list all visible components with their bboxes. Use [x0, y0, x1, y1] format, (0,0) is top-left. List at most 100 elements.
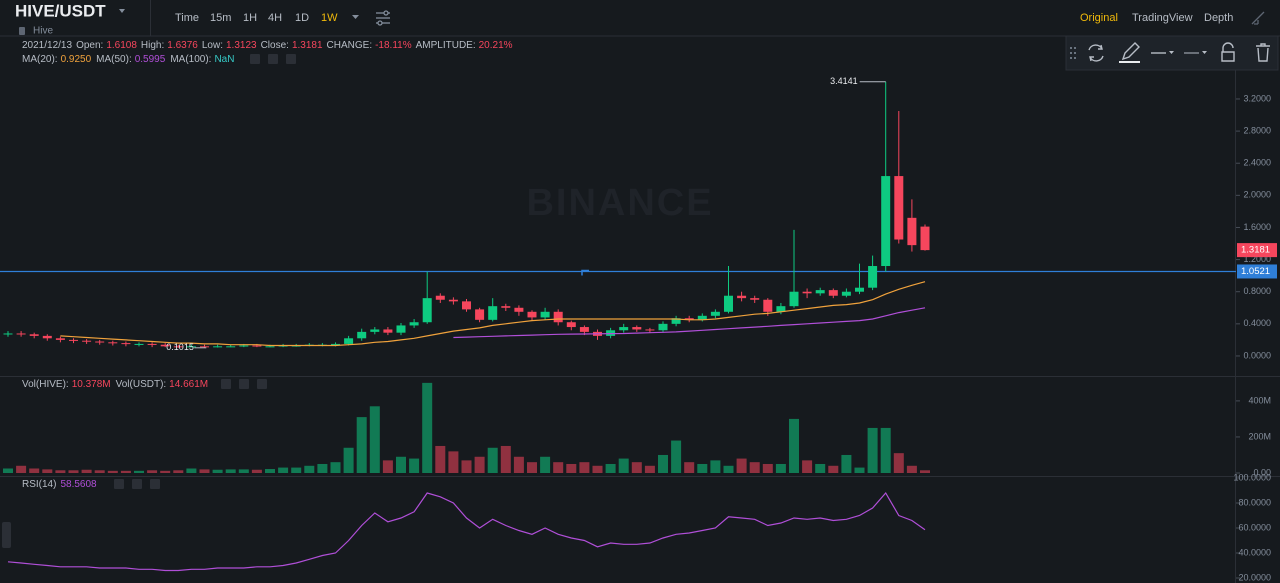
- view-button[interactable]: TradingView: [1132, 12, 1193, 24]
- candle-body: [3, 333, 13, 335]
- field-label: AMPLITUDE:: [416, 40, 476, 51]
- ma-value: 0.9250: [61, 54, 92, 65]
- legend-icon[interactable]: [239, 379, 249, 389]
- volume-bar: [513, 456, 524, 473]
- sync-icon[interactable]: [1088, 44, 1104, 62]
- interval-button[interactable]: 1H: [243, 12, 257, 24]
- ma-line: MA(20): 0.9250 MA(50): 0.5995 MA(100): NaN: [22, 54, 234, 65]
- candle-body: [82, 340, 92, 342]
- volume-bar: [3, 468, 13, 473]
- candle-body: [684, 318, 694, 320]
- view-button[interactable]: Depth: [1204, 12, 1233, 24]
- candle-body: [448, 299, 458, 302]
- info-line: 2021/12/13 Open: 1.6108 High: 1.6376 Low: 1.31…: [22, 40, 513, 51]
- volume-bar: [553, 462, 564, 473]
- date: 2021/12/13: [22, 40, 72, 51]
- candle-body: [527, 311, 537, 318]
- expand-tab[interactable]: [2, 522, 11, 548]
- price-line-label: 1.0521: [1241, 266, 1270, 277]
- vol-name: Vol(HIVE):: [22, 379, 69, 390]
- symbol-dropdown[interactable]: [119, 9, 125, 13]
- candle-body: [671, 318, 681, 324]
- legend-icon[interactable]: [250, 54, 260, 64]
- volume-bar: [278, 467, 289, 473]
- interval-button[interactable]: 4H: [268, 12, 282, 24]
- volume-bar: [291, 467, 302, 473]
- interval-button[interactable]: 15m: [210, 12, 231, 24]
- candle-body: [95, 341, 105, 343]
- symbol[interactable]: HIVE/USDT: [15, 1, 106, 20]
- legend-icon[interactable]: [221, 379, 231, 389]
- candle-body: [488, 306, 498, 320]
- volume-bar: [107, 470, 118, 473]
- y-tick-label: 2.0000: [1243, 190, 1271, 200]
- volume-bar: [199, 469, 210, 473]
- volume-bar: [461, 460, 472, 473]
- volume-bar: [749, 462, 760, 473]
- volume-bar: [487, 447, 498, 473]
- lock-icon[interactable]: [1221, 42, 1235, 62]
- volume-bar: [147, 470, 158, 473]
- candle-body: [383, 329, 393, 333]
- y-tick-label: 2.4000: [1243, 158, 1271, 168]
- dropdown[interactable]: [1202, 51, 1207, 54]
- volume-bar: [644, 465, 655, 473]
- volume-bar: [396, 456, 406, 473]
- volume-bar: [631, 462, 642, 473]
- candle-body: [619, 327, 629, 331]
- candle-body: [737, 295, 747, 299]
- candle-body: [396, 325, 406, 333]
- field-label: High:: [141, 40, 164, 51]
- drag-handle[interactable]: [1070, 47, 1076, 59]
- volume-bar: [893, 453, 904, 473]
- pen-icon[interactable]: [1121, 42, 1140, 61]
- candle-body: [658, 323, 668, 331]
- candle-body: [579, 327, 589, 332]
- candle-body: [200, 346, 209, 348]
- volume-bar: [789, 418, 799, 473]
- dropdown[interactable]: [1169, 51, 1174, 54]
- y-tick-label: 400M: [1248, 395, 1271, 405]
- interval-button[interactable]: 1D: [295, 12, 309, 24]
- settings-icon[interactable]: [376, 10, 390, 26]
- field-label: CHANGE:: [327, 40, 373, 51]
- candle-body: [475, 309, 485, 320]
- interval-button[interactable]: 1W: [321, 12, 338, 24]
- legend-icon[interactable]: [114, 479, 124, 489]
- y-tick-label: 20.0000: [1238, 572, 1271, 582]
- volume-bar: [265, 469, 275, 473]
- y-tick-label: 2.8000: [1243, 125, 1271, 135]
- candle-body: [344, 338, 354, 344]
- legend-icon[interactable]: [286, 54, 296, 64]
- trash-icon[interactable]: [1256, 43, 1270, 62]
- volume-bar: [369, 406, 380, 473]
- volume-bar: [55, 470, 66, 473]
- legend-icon[interactable]: [150, 479, 160, 489]
- ma-line: [453, 307, 926, 339]
- interval-button[interactable]: Time: [175, 12, 199, 24]
- interval-dropdown[interactable]: [352, 15, 359, 19]
- legend-icon[interactable]: [132, 479, 142, 489]
- candle-body: [553, 311, 563, 323]
- view-button[interactable]: Original: [1080, 12, 1118, 24]
- legend-icon[interactable]: [268, 54, 278, 64]
- candle-body: [239, 345, 249, 347]
- candle-body: [370, 329, 380, 332]
- candle-body: [409, 322, 419, 326]
- candle-body: [868, 266, 878, 288]
- candle-body: [501, 306, 511, 308]
- field-value: 1.3123: [226, 40, 257, 51]
- candle-body: [357, 331, 367, 339]
- candle-body: [121, 343, 131, 345]
- candle-body: [724, 295, 733, 312]
- volume-bar: [867, 427, 878, 473]
- legend-icon[interactable]: [257, 379, 267, 389]
- vol-value: 10.378M: [72, 379, 111, 390]
- collapse-icon[interactable]: [1251, 11, 1265, 25]
- candle-body: [881, 176, 891, 267]
- candle-body: [108, 342, 118, 344]
- volume-bar: [16, 465, 27, 473]
- y-tick-label: 40.0000: [1238, 547, 1271, 557]
- volume-bar: [94, 470, 105, 473]
